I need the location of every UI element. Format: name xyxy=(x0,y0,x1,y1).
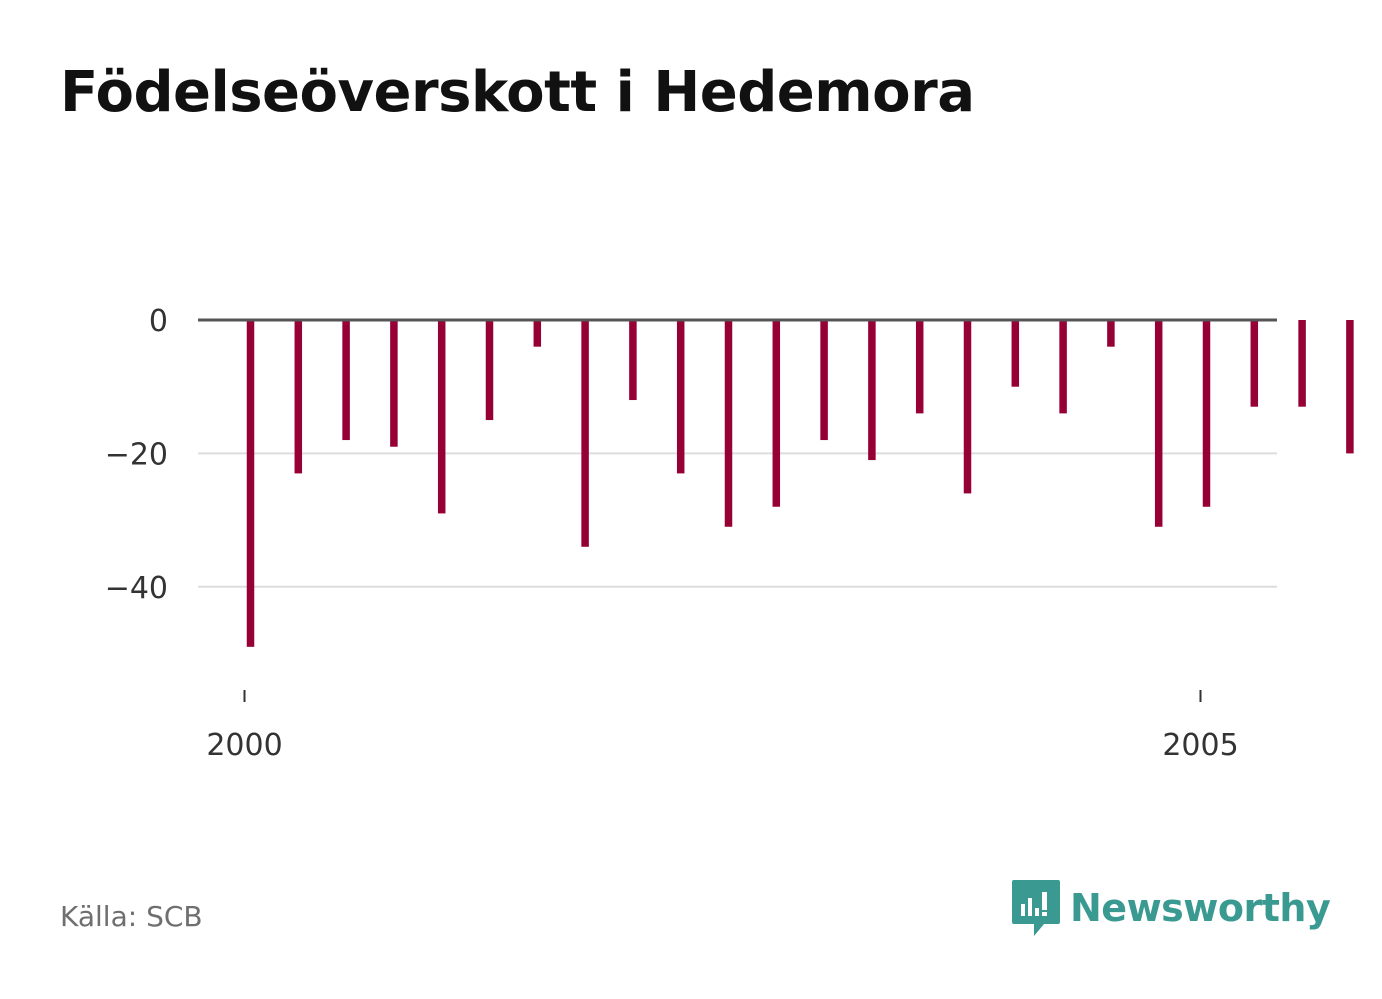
newsworthy-logo-icon xyxy=(1012,880,1060,936)
bar xyxy=(676,320,685,474)
brand-name: Newsworthy xyxy=(1070,886,1331,930)
bar xyxy=(1250,320,1259,407)
bar xyxy=(485,320,494,421)
y-tick-label: 0 xyxy=(149,304,168,339)
bar xyxy=(1298,320,1306,407)
bar xyxy=(294,320,303,474)
bar xyxy=(342,320,350,441)
bar xyxy=(533,320,542,347)
chart-title: Födelseöverskott i Hedemora xyxy=(60,60,975,125)
bar xyxy=(390,320,398,447)
bar xyxy=(1202,320,1211,507)
bar xyxy=(629,320,637,401)
bar xyxy=(1154,320,1163,527)
bar xyxy=(963,320,972,494)
bar xyxy=(772,320,781,507)
bar xyxy=(1011,320,1020,387)
y-tick-label: −20 xyxy=(105,437,168,472)
bar xyxy=(1107,320,1115,347)
source-label: Källa: SCB xyxy=(60,900,203,933)
bar xyxy=(1346,320,1354,454)
bar xyxy=(246,320,255,647)
x-tick-label: 2005 xyxy=(1162,728,1238,763)
bar xyxy=(868,320,876,461)
bars xyxy=(246,320,1354,647)
bar xyxy=(1059,320,1067,414)
bar xyxy=(437,320,446,514)
x-tick-label: 2000 xyxy=(206,728,282,763)
brand-logo: Newsworthy xyxy=(1010,878,1331,938)
axes: 0−20−40200020052010201520202025 xyxy=(105,304,1277,763)
bar xyxy=(581,320,589,547)
y-tick-label: −40 xyxy=(105,571,168,606)
bar xyxy=(820,320,828,441)
bar xyxy=(724,320,733,527)
grid-lines xyxy=(198,452,1277,588)
bar xyxy=(915,320,924,414)
